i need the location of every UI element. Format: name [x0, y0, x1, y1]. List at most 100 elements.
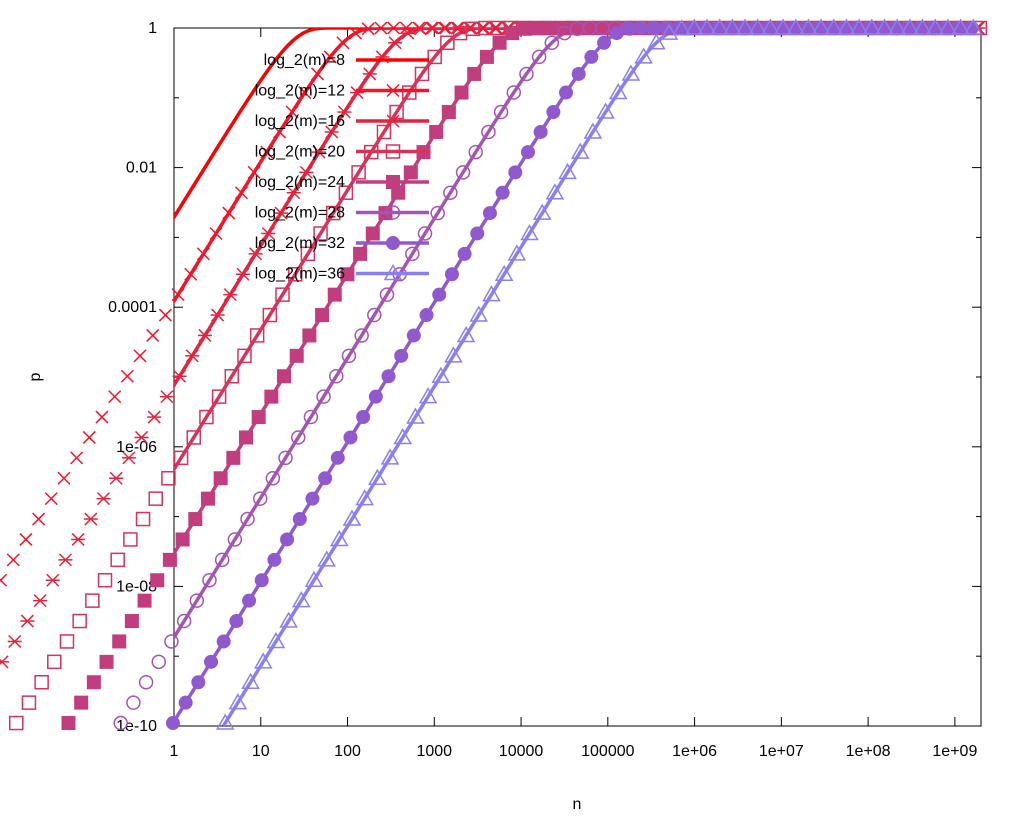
data-point [86, 675, 101, 690]
data-point [109, 471, 124, 485]
data-point [227, 532, 243, 547]
data-point [215, 713, 235, 730]
data-point [761, 18, 780, 35]
data-point [303, 409, 319, 425]
data-point [557, 25, 572, 41]
data-point [213, 471, 228, 486]
data-point [33, 594, 48, 608]
data-point [597, 35, 612, 50]
data-point [305, 491, 320, 506]
data-point [338, 185, 354, 200]
data-point [406, 407, 425, 424]
data-point [343, 430, 358, 445]
data-point [374, 21, 388, 35]
data-point [272, 125, 287, 139]
data-point [354, 328, 369, 343]
data-point [44, 492, 58, 506]
data-point [110, 552, 125, 568]
y-tick-label: 0.0001 [108, 299, 157, 316]
legend-label: log_2(m)=8 [264, 52, 345, 69]
data-point [419, 308, 434, 323]
legend-marker [385, 144, 401, 159]
data-point [393, 427, 413, 445]
data-point [494, 264, 514, 282]
data-point [253, 652, 273, 669]
data-point [315, 308, 330, 323]
data-point [635, 21, 650, 36]
data-point [938, 18, 958, 35]
data-point [441, 105, 456, 120]
legend-label: log_2(m)=28 [255, 205, 345, 222]
data-point [508, 165, 523, 180]
data-point [596, 102, 615, 119]
data-point [47, 654, 62, 670]
legend-marker [386, 175, 400, 189]
data-point [349, 26, 363, 40]
data-point [786, 18, 806, 35]
data-point [432, 287, 447, 302]
data-point [533, 124, 548, 139]
data-point [99, 654, 114, 669]
data-point [558, 162, 577, 180]
data-point [543, 21, 558, 36]
data-point [199, 409, 214, 425]
data-point [113, 715, 128, 731]
data-point [262, 307, 278, 323]
data-point [209, 226, 223, 241]
x-tick-label: 100 [334, 743, 361, 760]
x-tick-label: 100000 [581, 743, 634, 760]
data-point [242, 593, 257, 608]
series-markers [0, 18, 988, 731]
data-point [0, 573, 8, 587]
data-point [837, 18, 856, 35]
data-point [150, 573, 165, 588]
data-point [7, 634, 22, 648]
data-point [456, 325, 476, 343]
series-line [174, 28, 981, 557]
data-point [417, 226, 433, 241]
data-point [381, 369, 396, 384]
data-point [351, 165, 366, 180]
axis-tick-labels: 1 10 100 1000 10000 100000 1e+06 1e+07 1e+08 1e+0… [108, 20, 977, 760]
data-point [584, 49, 599, 64]
data-point [467, 66, 482, 81]
data-point [173, 450, 189, 466]
data-point [413, 22, 428, 36]
legend-label: log_2(m)=12 [255, 83, 345, 100]
legend: log_2(m)=8 log_2(m)=12 log_2(m)=16 log_2(m)… [255, 52, 429, 283]
data-point [146, 328, 160, 342]
data-point [323, 50, 337, 64]
data-point [659, 23, 679, 40]
data-point [811, 18, 831, 35]
data-point [241, 672, 260, 689]
data-point [492, 35, 507, 50]
x-tick-label: 1e+09 [932, 743, 977, 760]
data-point [362, 67, 377, 81]
data-point [519, 66, 534, 82]
plot-frame [173, 27, 982, 727]
data-point [286, 186, 301, 200]
data-point [298, 86, 312, 100]
legend-marker [383, 263, 403, 281]
data-point [583, 122, 603, 139]
data-point [210, 308, 225, 322]
data-point [444, 346, 463, 363]
axis-ticks [173, 27, 981, 727]
data-point [609, 26, 624, 41]
data-point [138, 674, 154, 690]
y-tick-label: 1e-10 [116, 718, 157, 735]
data-point [367, 307, 382, 323]
data-point [71, 532, 86, 546]
data-point [185, 349, 200, 363]
x-tick-label: 1 [170, 743, 179, 760]
data-point [621, 64, 641, 81]
data-point [426, 21, 441, 35]
data-point [229, 614, 244, 629]
data-point [544, 35, 560, 51]
data-point [57, 471, 71, 485]
data-point [21, 695, 37, 710]
data-point [240, 511, 255, 527]
x-tick-label: 1e+07 [759, 743, 804, 760]
data-point [287, 267, 303, 282]
data-point [329, 369, 344, 384]
